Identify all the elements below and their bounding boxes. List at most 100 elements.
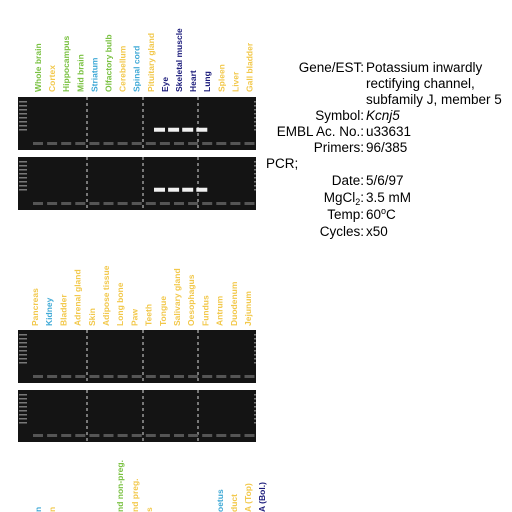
embl: u33631 bbox=[366, 124, 411, 139]
primer-band bbox=[75, 434, 86, 437]
primer-band bbox=[188, 434, 199, 437]
primer-band bbox=[117, 375, 128, 378]
primer-band bbox=[103, 375, 114, 378]
primer-band bbox=[145, 375, 156, 378]
primer-band bbox=[117, 434, 128, 437]
ladder-band bbox=[19, 177, 27, 179]
pcr-band bbox=[196, 127, 208, 132]
primer-band bbox=[159, 434, 170, 437]
ladder-band bbox=[254, 410, 256, 412]
primer-band bbox=[131, 142, 142, 145]
lane-label: Spleen bbox=[216, 64, 226, 92]
pcr-band bbox=[196, 187, 208, 192]
primer-band bbox=[145, 202, 156, 205]
primer-band bbox=[174, 434, 184, 437]
ladder-band bbox=[254, 125, 256, 127]
lane-label: Cortex bbox=[47, 65, 57, 92]
primer-band bbox=[216, 142, 227, 145]
ladder-band bbox=[254, 342, 256, 344]
lane-label: Lung bbox=[202, 71, 212, 92]
pcr-band bbox=[154, 187, 165, 192]
temp-unit: C bbox=[386, 207, 396, 222]
ladder-band bbox=[19, 109, 27, 111]
ladder-band bbox=[19, 362, 27, 364]
lane-label: Long bone bbox=[115, 282, 125, 326]
gene-line: subfamily J, member 5 bbox=[366, 92, 502, 107]
lane-label: Jejunum bbox=[243, 291, 253, 326]
lane-label: Adipose tissue bbox=[101, 265, 111, 326]
primer-band bbox=[61, 375, 72, 378]
primer-band bbox=[188, 375, 199, 378]
gels bbox=[18, 97, 256, 442]
lane-label: Whole brain bbox=[33, 43, 43, 92]
lane-label: Striatum bbox=[89, 57, 99, 92]
lane-label: nd preg. bbox=[130, 478, 140, 512]
lane-label: Spinal cord bbox=[132, 46, 142, 92]
lane-label: Antrum bbox=[215, 295, 225, 326]
primer-band bbox=[145, 434, 156, 437]
pcr-label: PCR; bbox=[266, 156, 298, 171]
primer-band bbox=[202, 202, 213, 205]
ladder-band bbox=[254, 121, 256, 123]
ladder-band bbox=[254, 398, 256, 400]
pcr-band bbox=[154, 127, 165, 132]
info-block: Gene/EST: Potassium inwardly rectifying … bbox=[266, 60, 502, 239]
temp-sup: o bbox=[381, 206, 386, 216]
ladder-band bbox=[19, 334, 27, 336]
primer-band bbox=[159, 142, 170, 145]
lane-label: A (Bol.) bbox=[257, 482, 267, 512]
primer-band bbox=[89, 375, 100, 378]
date: 5/6/97 bbox=[366, 173, 404, 188]
lane-label: Eye bbox=[160, 77, 170, 92]
ladder-band bbox=[254, 109, 256, 111]
primer-band bbox=[202, 375, 213, 378]
gene-label: Gene/EST: bbox=[299, 60, 364, 75]
primer-band bbox=[131, 202, 142, 205]
ladder-band bbox=[19, 418, 27, 420]
ladder-band bbox=[19, 165, 27, 167]
ladder-band bbox=[19, 173, 27, 175]
gel bbox=[18, 390, 256, 442]
ladder-band bbox=[254, 161, 256, 163]
primer-band bbox=[47, 202, 58, 205]
ladder-band bbox=[19, 350, 27, 352]
primer-band bbox=[103, 202, 114, 205]
lane-label: Duodenum bbox=[229, 281, 239, 326]
lane-labels: Whole brain Cortex Hippocampus Mid brain Str… bbox=[30, 28, 267, 512]
primer-band bbox=[117, 202, 128, 205]
primer-band bbox=[216, 375, 227, 378]
pcr-band bbox=[182, 127, 194, 132]
ladder-band bbox=[254, 338, 256, 340]
primer-band bbox=[131, 375, 142, 378]
primer-band bbox=[75, 202, 86, 205]
lane-label: s bbox=[144, 507, 154, 512]
lane-label: Hippocampus bbox=[61, 36, 71, 92]
lane-label: Heart bbox=[188, 70, 198, 92]
lane-label: Teeth bbox=[144, 304, 154, 326]
ladder-band bbox=[19, 129, 27, 131]
lane-label: Oesophagus bbox=[186, 274, 196, 326]
temp: 60oC bbox=[366, 206, 396, 222]
primer-band bbox=[61, 142, 72, 145]
primer-band bbox=[131, 434, 142, 437]
ladder-band bbox=[254, 414, 256, 416]
ladder-band bbox=[19, 402, 27, 404]
primer-band bbox=[61, 202, 72, 205]
primer-band bbox=[244, 434, 255, 437]
ladder-band bbox=[254, 422, 256, 424]
lane-label: Paw bbox=[129, 309, 139, 326]
gene-line: Potassium inwardly bbox=[366, 60, 483, 75]
lane-label: n bbox=[47, 507, 57, 512]
ladder-band bbox=[254, 173, 256, 175]
lane-label: Gall bladder bbox=[245, 42, 255, 92]
ladder-band bbox=[254, 362, 256, 364]
lane-label: Pituitary gland bbox=[146, 33, 156, 92]
mgcl-text: MgCl bbox=[324, 190, 356, 205]
primer-band bbox=[174, 375, 184, 378]
primer-band bbox=[230, 434, 241, 437]
embl-label: EMBL Ac. No.: bbox=[277, 124, 364, 139]
ladder-band bbox=[254, 169, 256, 171]
ladder-band bbox=[19, 346, 27, 348]
